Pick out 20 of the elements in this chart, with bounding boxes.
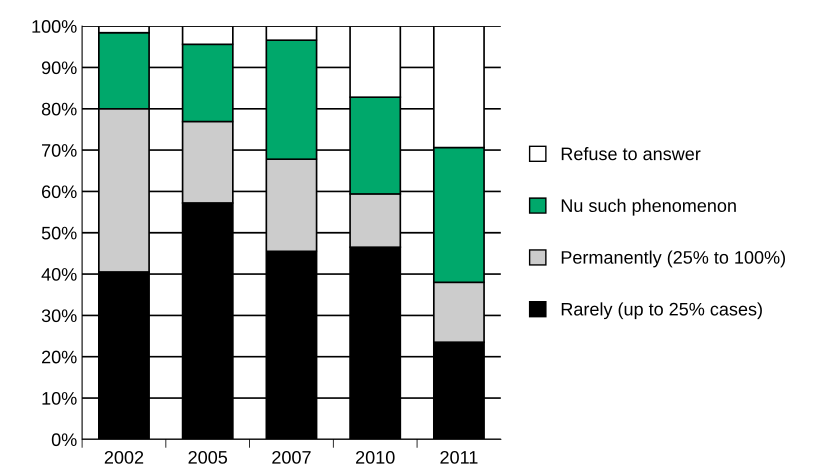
y-tick-label: 10% <box>42 392 77 405</box>
x-tick-label: 2011 <box>440 450 478 464</box>
x-tick-label: 2002 <box>104 450 144 464</box>
y-tick-label: 90% <box>42 61 77 74</box>
legend-label: Refuse to answer <box>562 147 701 160</box>
y-tick-label: 50% <box>42 226 77 240</box>
x-tick-label: 2010 <box>356 450 395 464</box>
y-tick-label: 0% <box>52 433 77 446</box>
x-tick-label: 2005 <box>188 450 228 464</box>
legend-label: Nu such phenomenon <box>562 198 736 216</box>
y-tick-label: 60% <box>42 185 77 198</box>
legend-label: Permanently (25% to 100%) <box>562 250 786 268</box>
y-tick-label: 70% <box>42 144 77 157</box>
y-tick-label: 30% <box>42 309 77 322</box>
x-tick-label: 2007 <box>272 450 311 464</box>
legend-label: Rarely (up to 25% cases) <box>562 302 762 320</box>
y-tick-label: 40% <box>42 268 77 281</box>
y-tick-label: 20% <box>42 350 77 364</box>
y-tick-label: 80% <box>42 102 77 116</box>
y-tick-label: 100% <box>32 20 77 33</box>
